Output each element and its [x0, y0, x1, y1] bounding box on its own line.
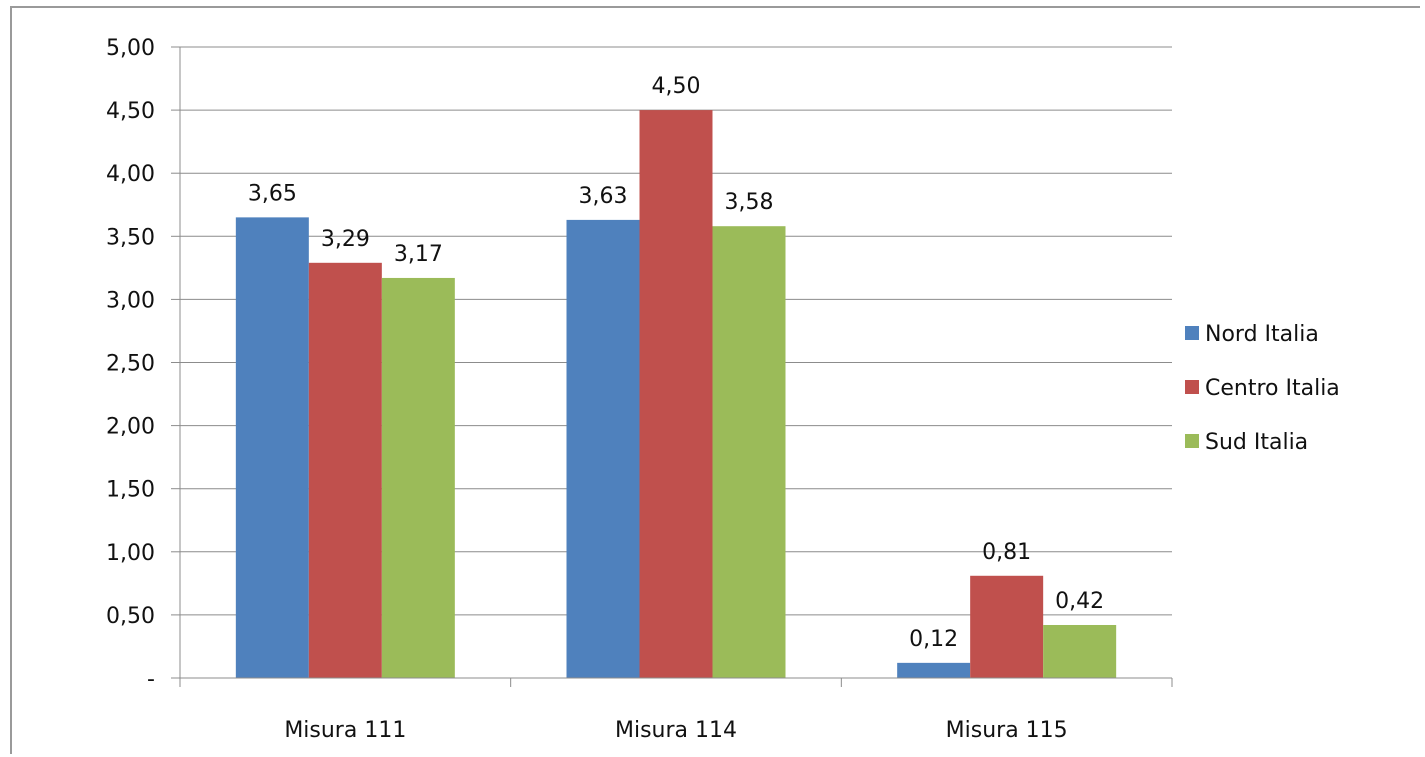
data-label: 0,42	[1055, 589, 1104, 614]
y-tick-label: -	[147, 667, 155, 692]
data-label: 4,50	[652, 74, 701, 99]
data-label: 0,81	[982, 540, 1031, 565]
bar-sud-italia	[712, 226, 786, 679]
legend-swatch	[1185, 380, 1199, 394]
x-axis	[179, 47, 1173, 687]
data-label: 3,65	[248, 181, 297, 206]
data-label: 3,58	[725, 190, 774, 215]
data-label: 3,29	[321, 227, 370, 252]
bar-centro-italia	[639, 110, 713, 679]
category-labels: Misura 111 Misura 114 Misura 115	[284, 718, 1067, 743]
y-tick-label: 3,50	[106, 225, 155, 250]
legend: Nord Italia Centro Italia Sud Italia	[1185, 322, 1340, 455]
bar-nord-italia	[897, 662, 971, 678]
data-labels: 3,65 3,63 0,12 3,29 4,50 0,81 3,17 3,58 0,42	[248, 74, 1104, 652]
y-axis-ticks: - 0,50 1,00 1,50 2,00 2,50 3,00 3,50 4,00 4,50 5,0…	[106, 36, 180, 692]
data-label: 0,12	[909, 627, 958, 652]
y-tick-label: 0,50	[106, 604, 155, 629]
category-label: Misura 111	[284, 718, 406, 743]
chart-frame	[10, 6, 1420, 754]
bar-sud-italia	[381, 277, 455, 678]
category-label: Misura 114	[615, 718, 737, 743]
legend-swatch	[1185, 326, 1199, 340]
bar-centro-italia	[308, 262, 382, 678]
category-label: Misura 115	[946, 718, 1068, 743]
data-label: 3,63	[579, 184, 628, 209]
bar-nord-italia	[566, 219, 640, 679]
bar-sud-italia	[1043, 624, 1117, 678]
legend-label: Sud Italia	[1205, 430, 1308, 455]
y-tick-label: 5,00	[106, 36, 155, 61]
y-tick-label: 3,00	[106, 288, 155, 313]
legend-swatch	[1185, 434, 1199, 448]
y-tick-label: 2,50	[106, 352, 155, 377]
bar-centro-italia	[970, 575, 1044, 678]
legend-label: Centro Italia	[1205, 376, 1340, 401]
y-tick-label: 1,50	[106, 478, 155, 503]
bars	[235, 110, 1117, 679]
y-tick-label: 4,00	[106, 162, 155, 187]
y-tick-label: 4,50	[106, 99, 155, 124]
legend-label: Nord Italia	[1205, 322, 1319, 347]
y-tick-label: 1,00	[106, 541, 155, 566]
data-label: 3,17	[394, 242, 443, 267]
y-tick-label: 2,00	[106, 415, 155, 440]
bar-nord-italia	[235, 217, 309, 678]
